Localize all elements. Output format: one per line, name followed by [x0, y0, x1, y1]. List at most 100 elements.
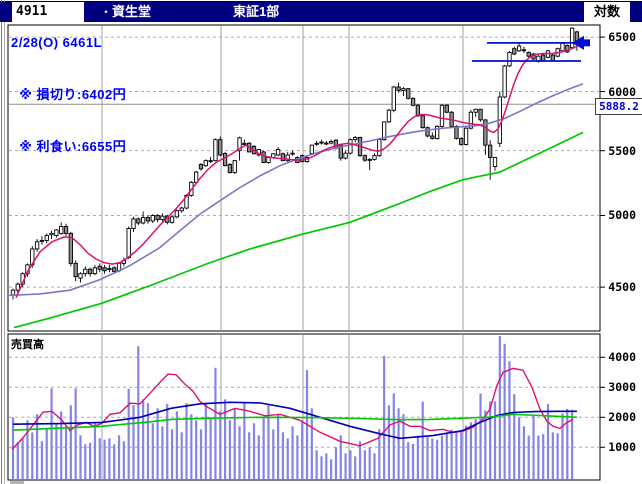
volume-bar — [277, 414, 280, 479]
candle-body — [381, 121, 387, 141]
separator-dot: ・ — [100, 5, 113, 19]
volume-bar — [166, 403, 169, 479]
candle-body — [227, 163, 233, 174]
candle-body — [314, 142, 319, 145]
volume-bar — [219, 411, 222, 479]
volume-bar — [272, 429, 275, 479]
volume-bar — [74, 388, 77, 479]
volume-bar — [310, 408, 313, 479]
volume-bar — [426, 437, 429, 479]
volume-axis-label: 3000 — [608, 380, 636, 395]
stock-name-label: 資生堂 — [112, 4, 152, 19]
candle-body — [198, 163, 204, 170]
scrollbar-remnant[interactable] — [10, 481, 24, 484]
candle-body — [391, 86, 396, 111]
volume-bar — [243, 402, 246, 479]
volume-bar — [315, 450, 318, 479]
candle-body — [63, 226, 69, 234]
volume-bar — [113, 444, 116, 479]
candle-body — [430, 135, 435, 139]
volume-bar — [498, 336, 501, 479]
volume-bar — [407, 442, 410, 479]
candle-body — [512, 48, 517, 55]
candle-body — [49, 232, 54, 236]
candle-body — [521, 49, 527, 52]
volume-bar — [301, 420, 304, 479]
volume-bar — [436, 439, 439, 479]
candle-body — [396, 86, 401, 91]
volume-bar — [532, 414, 535, 479]
window-top-border — [0, 1, 642, 2]
volume-bar — [252, 423, 256, 479]
volume-bar — [31, 432, 34, 479]
candle-body — [459, 137, 464, 145]
candle-body — [131, 218, 136, 229]
candle-body — [126, 228, 131, 259]
volume-axis-label: 2000 — [608, 410, 636, 425]
candle-body — [107, 268, 112, 270]
volume-bar — [151, 423, 154, 479]
volume-bar — [267, 405, 270, 479]
candle-body — [328, 141, 334, 144]
candle-body — [353, 137, 358, 141]
candle-body — [203, 160, 208, 167]
volume-bar — [214, 367, 217, 479]
volume-bar — [387, 405, 391, 479]
volume-bar — [431, 438, 434, 479]
volume-ma-mid-line — [12, 413, 578, 431]
stock-code-field[interactable]: 4911 — [12, 2, 84, 22]
candle-body — [473, 108, 478, 113]
volume-bar — [566, 408, 569, 479]
volume-bar — [383, 355, 386, 479]
volume-bar — [248, 432, 251, 479]
volume-bar — [537, 435, 540, 479]
candle-body — [34, 241, 40, 250]
volume-bar — [228, 420, 231, 479]
volume-bar — [142, 399, 145, 479]
candle-body — [280, 153, 286, 162]
candle-body — [324, 142, 329, 145]
candle-body — [550, 54, 555, 61]
volume-bar — [262, 417, 265, 479]
price-pane[interactable] — [7, 24, 601, 332]
volume-bar — [493, 401, 497, 479]
candle-body — [285, 154, 290, 162]
volume-bar — [21, 438, 24, 479]
candle-body — [15, 283, 20, 291]
candle-body — [102, 267, 107, 272]
candle-body — [377, 139, 382, 157]
candle-body — [319, 141, 324, 144]
volume-pane[interactable] — [7, 333, 601, 481]
candle-body — [502, 65, 507, 98]
candle-body — [237, 137, 242, 152]
candle-body — [174, 210, 180, 218]
candle-body — [488, 144, 493, 158]
volume-bar — [460, 432, 463, 479]
candle-body — [565, 45, 570, 53]
volume-bar — [522, 426, 526, 479]
volume-bar — [571, 409, 574, 479]
volume-bar — [156, 408, 159, 479]
candle-body — [83, 268, 88, 275]
current-price-badge: 5888.2 — [595, 98, 642, 115]
volume-bar — [45, 429, 48, 479]
volume-bar — [363, 450, 366, 479]
volume-bar — [281, 432, 285, 479]
volume-bar — [479, 393, 482, 479]
volume-bar — [69, 405, 72, 479]
log-scale-toggle[interactable]: 対数 — [584, 2, 630, 22]
volume-axis-label: 1000 — [608, 440, 636, 455]
candle-body — [343, 152, 348, 159]
volume-bar — [489, 401, 492, 479]
volume-bar — [286, 438, 289, 479]
candle-body — [160, 215, 165, 221]
volume-bar — [556, 433, 559, 479]
volume-bar — [199, 429, 203, 479]
candle-body — [78, 273, 83, 279]
candle-body — [39, 239, 45, 242]
volume-bar — [55, 423, 58, 479]
volume-bar — [358, 441, 362, 479]
price-ma-long-line — [13, 131, 584, 329]
